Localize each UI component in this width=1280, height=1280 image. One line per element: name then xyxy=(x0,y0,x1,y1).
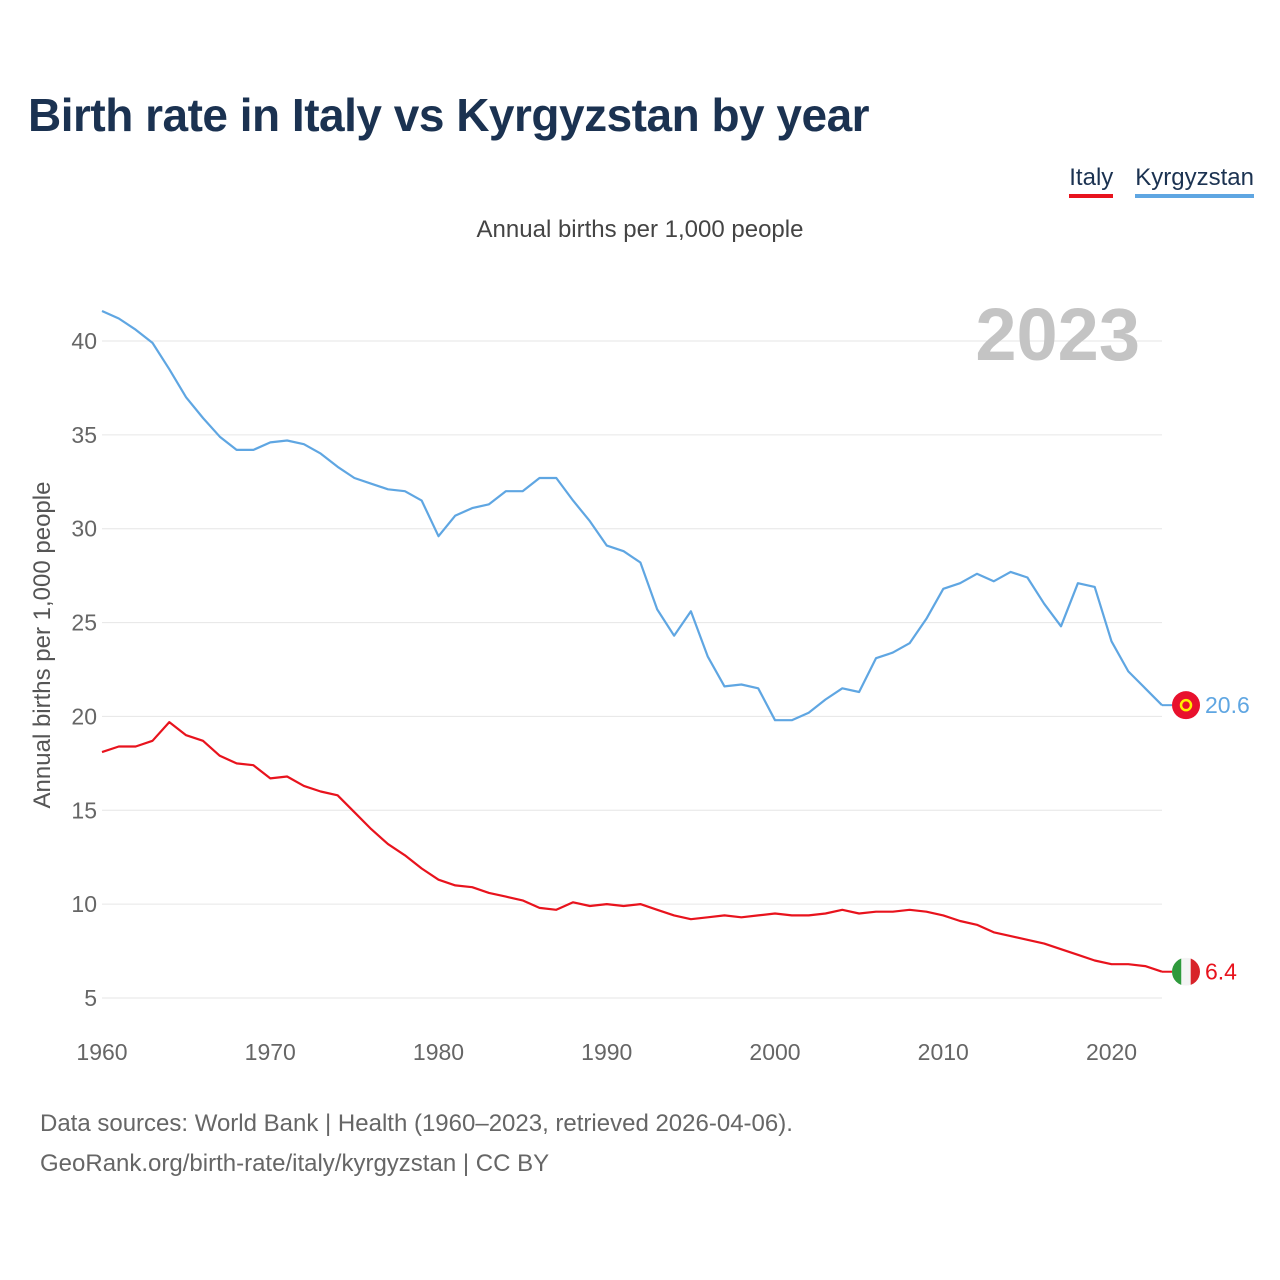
y-tick-label: 30 xyxy=(71,516,97,542)
y-axis-ticks: 5 10 15 20 25 30 35 40 xyxy=(71,328,97,1011)
year-label: 2023 xyxy=(975,293,1140,376)
legend-item-italy[interactable]: Italy xyxy=(1069,164,1114,198)
footer: Data sources: World Bank | Health (1960–… xyxy=(40,1104,793,1184)
series-line-kyrgyzstan xyxy=(101,309,1163,722)
chart-subtitle: Annual births per 1,000 people xyxy=(476,216,804,243)
x-tick-label: 1990 xyxy=(581,1039,632,1065)
y-tick-label: 5 xyxy=(84,985,97,1011)
grid-lines xyxy=(102,340,1162,999)
legend-item-kyrgyzstan[interactable]: Kyrgyzstan xyxy=(1135,164,1254,198)
y-tick-label: 35 xyxy=(71,422,97,448)
x-tick-label: 1960 xyxy=(76,1039,127,1065)
x-tick-label: 2000 xyxy=(749,1039,800,1065)
end-markers xyxy=(1172,691,1200,986)
x-tick-label: 1970 xyxy=(245,1039,296,1065)
y-tick-label: 20 xyxy=(71,703,97,729)
x-axis-ticks: 1960 1970 1980 1990 2000 2010 2020 xyxy=(76,1039,1137,1065)
series-line-italy xyxy=(101,720,1163,973)
y-axis-label: Annual births per 1,000 people xyxy=(29,482,56,809)
x-tick-label: 1980 xyxy=(413,1039,464,1065)
y-tick-label: 15 xyxy=(71,797,97,823)
series-lines: 20.6 6.4 xyxy=(101,309,1250,985)
y-tick-label: 40 xyxy=(71,328,97,354)
end-value-label-italy: 6.4 xyxy=(1205,959,1237,985)
y-tick-label: 10 xyxy=(71,891,97,917)
end-value-label-kyrgyzstan: 20.6 xyxy=(1205,692,1250,718)
chart-title: Birth rate in Italy vs Kyrgyzstan by yea… xyxy=(28,89,870,141)
y-tick-label: 25 xyxy=(71,610,97,636)
italy-flag-icon xyxy=(1172,957,1200,986)
x-tick-label: 2010 xyxy=(918,1039,969,1065)
legend: Italy Kyrgyzstan xyxy=(1069,164,1254,198)
kyrgyzstan-flag-icon xyxy=(1172,691,1200,720)
x-tick-label: 2020 xyxy=(1086,1039,1137,1065)
data-source-text: Data sources: World Bank | Health (1960–… xyxy=(40,1110,793,1137)
source-url-text: GeoRank.org/birth-rate/italy/kyrgyzstan … xyxy=(40,1150,550,1177)
